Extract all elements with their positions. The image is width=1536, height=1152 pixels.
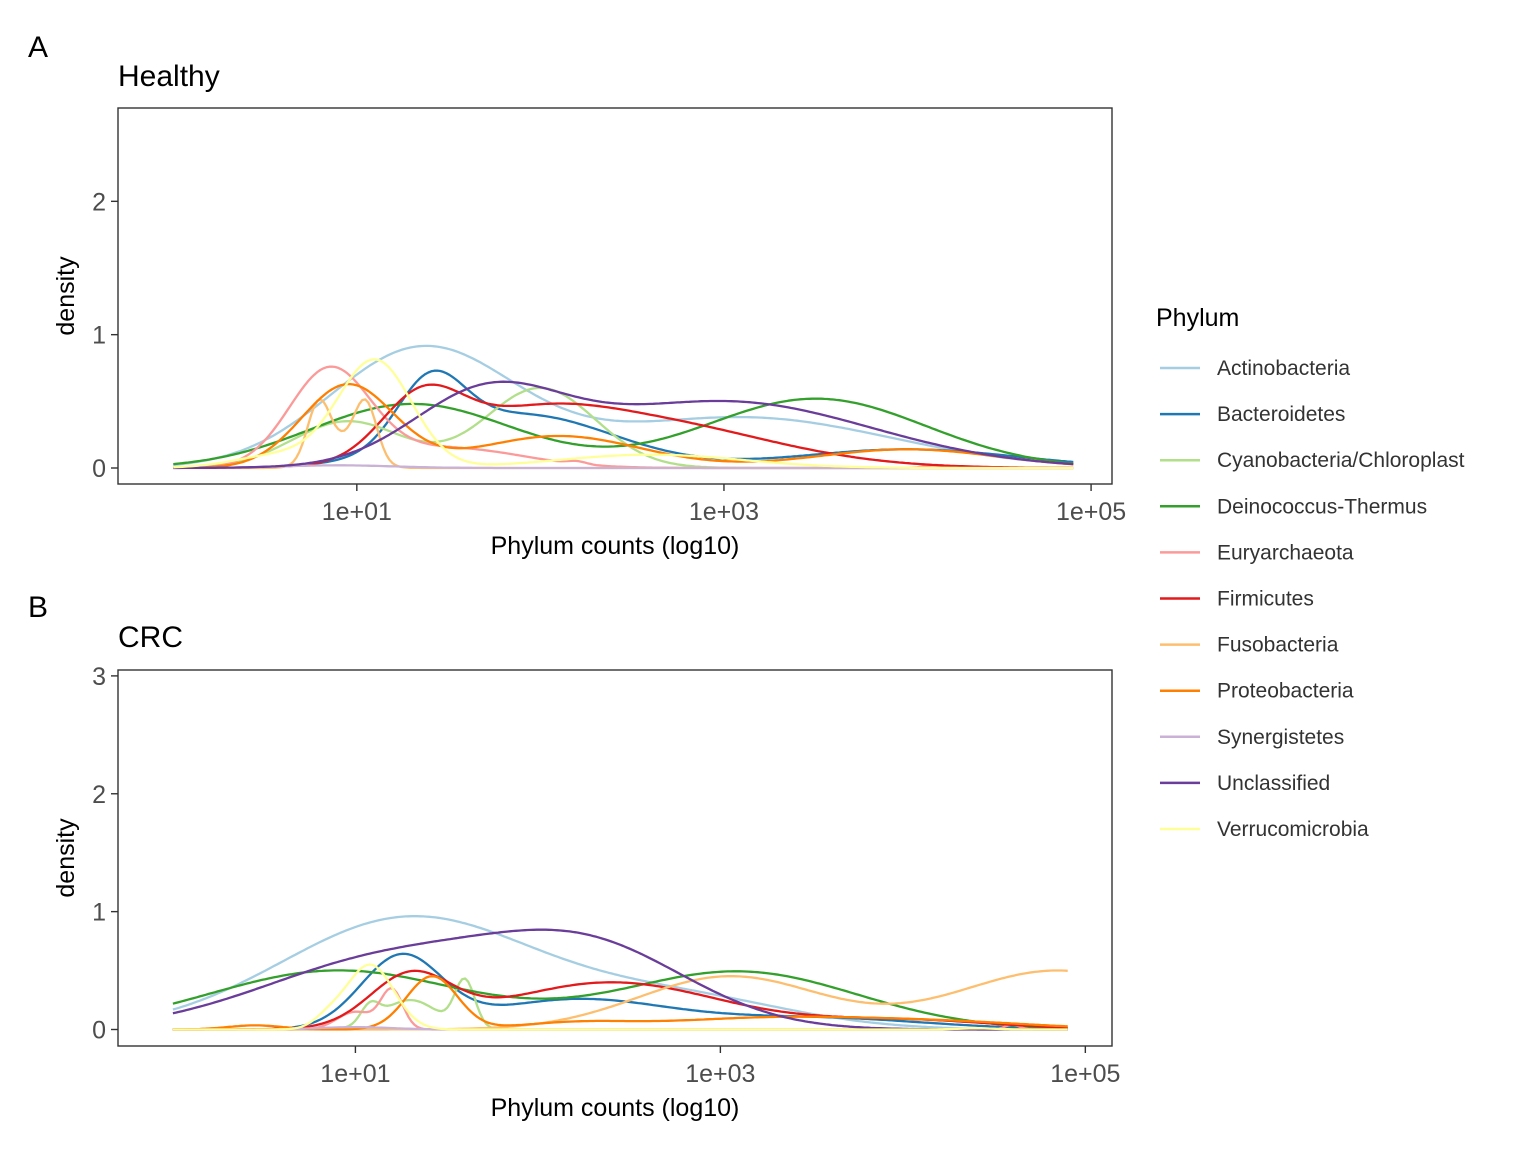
density-line-proteobacteria: [173, 382, 1074, 470]
legend-item-firmicutes: Firmicutes: [1160, 588, 1314, 611]
y-axis-label-crc: density: [52, 818, 80, 898]
y-axis-ticks-healthy: 0 1 2: [92, 188, 118, 483]
legend-item-actinobacteria: Actinobacteria: [1160, 357, 1350, 380]
x-tick-label: 1e+03: [685, 1060, 755, 1088]
density-line-verrucomicrobia: [172, 963, 1068, 1031]
legend-items: Actinobacteria Bacteroidetes Cyanobacteria…: [1160, 357, 1465, 841]
x-axis-ticks-healthy: 1e+01 1e+03 1e+05: [322, 484, 1126, 526]
legend-label: Fusobacteria: [1217, 634, 1339, 657]
y-axis-label-healthy: density: [52, 256, 80, 336]
legend-label: Unclassified: [1217, 772, 1330, 795]
x-tick-label: 1e+03: [689, 498, 759, 526]
density-line-actinobacteria: [172, 915, 1068, 1031]
y-axis-ticks-crc: 0 1 2 3: [92, 663, 118, 1044]
legend-label: Verrucomicrobia: [1217, 818, 1369, 841]
legend-item-euryarchaeota: Euryarchaeota: [1160, 541, 1354, 564]
legend-item-deinococcus-thermus: Deinococcus-Thermus: [1160, 495, 1427, 518]
y-tick-label: 0: [92, 455, 106, 483]
legend-label: Euryarchaeota: [1217, 541, 1354, 564]
x-tick-label: 1e+01: [322, 498, 392, 526]
legend-item-proteobacteria: Proteobacteria: [1160, 680, 1354, 703]
y-tick-label: 0: [92, 1016, 106, 1044]
plot-border-crc: [117, 669, 1113, 1047]
density-line-bacteroidetes: [173, 369, 1074, 470]
density-curves-crc: [172, 915, 1068, 1031]
legend-label: Cyanobacteria/Chloroplast: [1217, 449, 1465, 472]
panel-tag-a: A: [28, 31, 48, 64]
y-tick-label: 3: [92, 663, 106, 691]
density-line-euryarchaeota: [173, 365, 1074, 470]
legend-label: Proteobacteria: [1217, 680, 1354, 703]
legend-item-bacteroidetes: Bacteroidetes: [1160, 403, 1345, 426]
y-tick-label: 1: [92, 899, 106, 927]
density-line-deinococcus-thermus: [173, 397, 1074, 466]
legend-label: Deinococcus-Thermus: [1217, 495, 1427, 518]
legend-item-cyanobacteria-chloroplast: Cyanobacteria/Chloroplast: [1160, 449, 1465, 472]
legend: Phylum Actinobacteria Bacteroidetes Cyanob…: [1156, 304, 1465, 841]
y-tick-label: 2: [92, 188, 106, 216]
x-axis-label-healthy: Phylum counts (log10): [491, 532, 740, 560]
density-line-verrucomicrobia: [173, 358, 1074, 470]
panel-title-healthy: Healthy: [118, 60, 220, 93]
y-tick-label: 2: [92, 781, 106, 809]
y-tick-label: 1: [92, 322, 106, 350]
legend-label: Firmicutes: [1217, 588, 1314, 611]
density-line-proteobacteria: [172, 975, 1068, 1031]
x-tick-label: 1e+01: [320, 1060, 390, 1088]
legend-label: Synergistetes: [1217, 726, 1344, 749]
plot-border-healthy: [117, 107, 1113, 485]
x-axis-label-crc: Phylum counts (log10): [491, 1094, 740, 1122]
density-line-deinococcus-thermus: [172, 969, 1068, 1030]
legend-label: Actinobacteria: [1217, 357, 1350, 380]
panel-title-crc: CRC: [118, 621, 183, 654]
density-line-bacteroidetes: [172, 952, 1068, 1031]
legend-label: Bacteroidetes: [1217, 403, 1345, 426]
x-tick-label: 1e+05: [1050, 1060, 1120, 1088]
legend-title: Phylum: [1156, 304, 1239, 332]
density-line-unclassified: [173, 380, 1074, 470]
panel-crc: B CRC 1e+01 1e+03 1e+05 0 1 2 3 Phylum counts…: [28, 591, 1120, 1122]
panel-healthy: A Healthy 1e+01 1e+03 1e+05 0 1 2 Phylum cou…: [28, 31, 1126, 560]
density-curves-healthy: [173, 344, 1074, 470]
panel-tag-b: B: [28, 591, 48, 624]
density-line-actinobacteria: [173, 344, 1074, 467]
x-tick-label: 1e+05: [1056, 498, 1126, 526]
legend-item-fusobacteria: Fusobacteria: [1160, 634, 1339, 657]
legend-item-verrucomicrobia: Verrucomicrobia: [1160, 818, 1369, 841]
x-axis-ticks-crc: 1e+01 1e+03 1e+05: [320, 1046, 1120, 1088]
legend-item-unclassified: Unclassified: [1160, 772, 1330, 795]
legend-item-synergistetes: Synergistetes: [1160, 726, 1344, 749]
